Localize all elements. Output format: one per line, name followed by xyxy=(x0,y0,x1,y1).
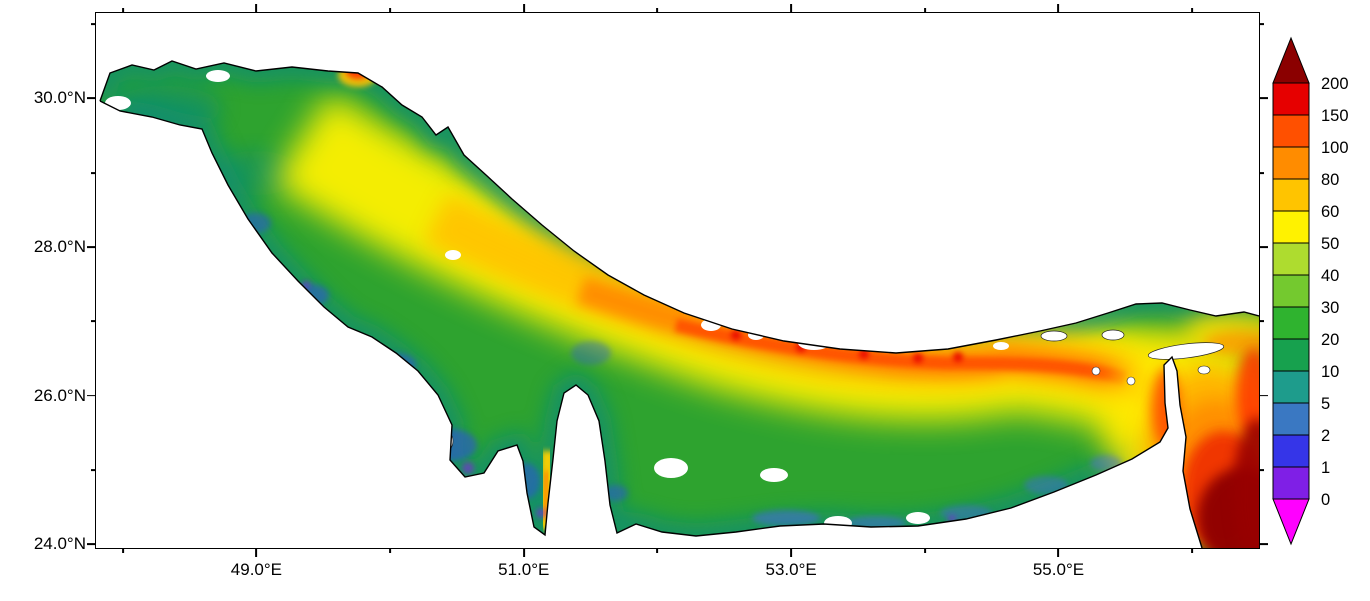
major-tick-top xyxy=(255,4,258,13)
persian-gulf-map xyxy=(99,60,1259,548)
major-tick-top xyxy=(522,4,525,13)
colorbar-tick-label: 80 xyxy=(1321,171,1339,189)
minor-tick-top xyxy=(389,8,391,13)
major-tick-bottom xyxy=(1057,548,1060,557)
minor-tick-top xyxy=(656,8,659,13)
colorbar-tick-label: 150 xyxy=(1321,107,1349,125)
minor-tick-left xyxy=(91,23,96,26)
minor-tick-top xyxy=(121,8,124,13)
colorbar-segment xyxy=(1272,370,1310,404)
major-tick-bottom xyxy=(255,548,258,557)
colorbar-segment xyxy=(1272,242,1310,276)
minor-tick-bottom xyxy=(656,548,659,553)
colorbar-segment xyxy=(1272,210,1310,244)
minor-tick-bottom xyxy=(121,548,124,553)
major-tick-right xyxy=(1259,246,1268,248)
x-axis-tick-label: 49.0°E xyxy=(230,560,283,579)
minor-tick-top xyxy=(923,8,926,13)
x-axis-tick-label: 53.0°E xyxy=(765,560,817,579)
major-tick-top xyxy=(1057,4,1060,13)
major-tick-left xyxy=(87,97,96,100)
colorbar-segment xyxy=(1272,338,1310,372)
colorbar-segment xyxy=(1272,306,1310,340)
major-tick-right xyxy=(1259,97,1268,100)
colorbar-segment xyxy=(1272,114,1310,148)
colorbar-tick-label: 50 xyxy=(1321,235,1339,253)
colorbar-segment xyxy=(1272,274,1310,308)
minor-tick-right xyxy=(1259,23,1264,26)
colorbar-segment xyxy=(1272,466,1310,500)
major-tick-bottom xyxy=(522,548,525,557)
major-tick-top xyxy=(790,4,793,13)
colorbar-segment xyxy=(1272,402,1310,436)
minor-tick-left xyxy=(91,171,96,174)
colorbar-over-arrow xyxy=(1272,36,1310,84)
minor-tick-top xyxy=(1191,8,1194,13)
coastline-outline xyxy=(99,60,1259,548)
colorbar-tick-label: 100 xyxy=(1321,139,1349,157)
colorbar-segment xyxy=(1272,146,1310,180)
minor-tick-bottom xyxy=(923,548,926,553)
y-axis-tick-label: 30.0°N xyxy=(33,88,86,108)
major-tick-left xyxy=(87,246,96,248)
colorbar-tick-label: 20 xyxy=(1321,331,1339,349)
colorbar-segment xyxy=(1272,82,1310,116)
minor-tick-left xyxy=(91,469,96,471)
y-axis-tick-label: 24.0°N xyxy=(33,534,86,554)
major-tick-right xyxy=(1259,394,1268,397)
colorbar: 0 1 2 5 10 20 30 40 50 60 80 100 150 200 xyxy=(1272,36,1370,596)
colorbar-under-arrow xyxy=(1272,498,1310,546)
y-axis-tick-label: 26.0°N xyxy=(33,385,86,405)
minor-tick-right xyxy=(1259,320,1264,323)
colorbar-tick-label: 0 xyxy=(1321,491,1330,509)
x-axis-tick-label: 55.0°E xyxy=(1032,560,1085,579)
colorbar-tick-label: 60 xyxy=(1321,203,1339,221)
colorbar-tick-label: 5 xyxy=(1321,395,1330,413)
colorbar-tick-label: 2 xyxy=(1321,427,1330,445)
colorbar-svg: 0 1 2 5 10 20 30 40 50 60 80 100 150 200 xyxy=(1272,36,1349,546)
major-tick-left xyxy=(87,394,96,397)
minor-tick-right xyxy=(1259,469,1264,471)
minor-tick-bottom xyxy=(389,548,391,553)
colorbar-segment xyxy=(1272,434,1310,468)
x-axis-tick-label: 51.0°E xyxy=(498,560,550,579)
colorbar-tick-label: 30 xyxy=(1321,299,1339,317)
major-tick-left xyxy=(87,543,96,546)
colorbar-tick-label: 200 xyxy=(1321,75,1349,93)
map-plot-area: 49.0°E 51.0°E 53.0°E 55.0°E 24.0°N 26.0°N 28.0… xyxy=(34,4,1268,579)
colorbar-segment xyxy=(1272,178,1310,212)
colorbar-tick-label: 40 xyxy=(1321,267,1339,285)
major-tick-bottom xyxy=(790,548,793,557)
y-axis-tick-label: 28.0°N xyxy=(33,237,86,257)
minor-tick-bottom xyxy=(1191,548,1194,553)
major-tick-right xyxy=(1259,543,1268,546)
colorbar-tick-label: 10 xyxy=(1321,363,1339,381)
colorbar-tick-label: 1 xyxy=(1321,459,1330,477)
minor-tick-right xyxy=(1259,171,1264,174)
minor-tick-left xyxy=(91,320,96,323)
